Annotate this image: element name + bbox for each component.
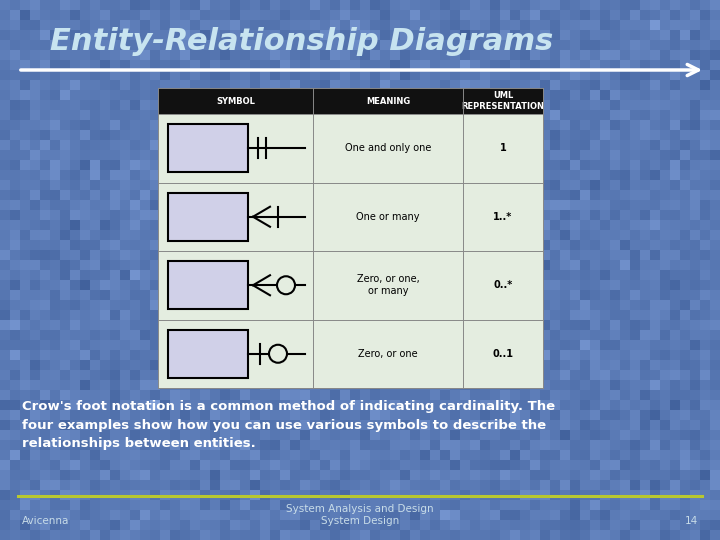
Text: Zero, or one,
or many: Zero, or one, or many: [356, 274, 419, 296]
Text: One and only one: One and only one: [345, 143, 431, 153]
Text: Crow's foot notation is a common method of indicating cardinality. The
four exam: Crow's foot notation is a common method …: [22, 400, 555, 450]
Text: 0..1: 0..1: [492, 349, 513, 359]
Text: Avicenna: Avicenna: [22, 516, 69, 526]
Text: 1..*: 1..*: [493, 212, 513, 222]
Text: One or many: One or many: [356, 212, 420, 222]
Circle shape: [277, 276, 295, 294]
Text: Entity-Relationship Diagrams: Entity-Relationship Diagrams: [50, 28, 553, 57]
Bar: [168, 124, 248, 172]
Text: MEANING: MEANING: [366, 97, 410, 105]
Text: UML
REPRESENTATION: UML REPRESENTATION: [462, 91, 544, 111]
Text: 1: 1: [500, 143, 506, 153]
Bar: [158, 88, 543, 114]
Circle shape: [269, 345, 287, 363]
Bar: [168, 261, 248, 309]
Bar: [168, 193, 248, 241]
Text: Zero, or one: Zero, or one: [358, 349, 418, 359]
Text: 0..*: 0..*: [493, 280, 513, 291]
Text: System Analysis and Design: System Analysis and Design: [286, 504, 434, 514]
Text: 14: 14: [685, 516, 698, 526]
Bar: [168, 330, 248, 377]
Text: System Design: System Design: [321, 516, 399, 526]
Bar: [158, 88, 543, 388]
Text: SYMBOL: SYMBOL: [216, 97, 255, 105]
